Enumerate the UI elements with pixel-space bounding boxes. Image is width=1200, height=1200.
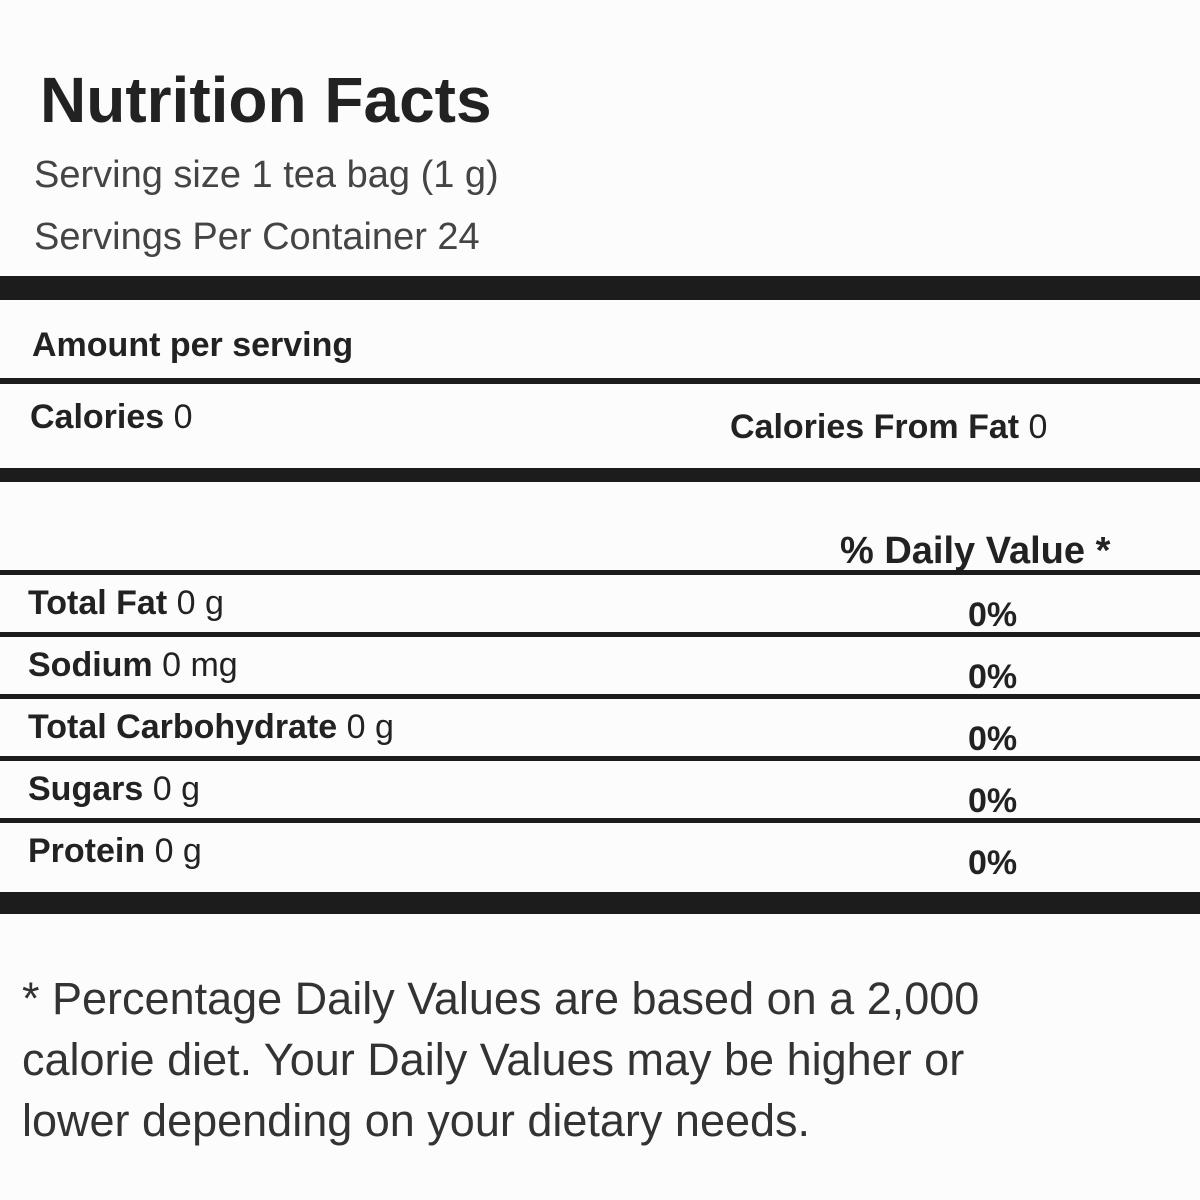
nutrient-name: Sugars [28, 770, 144, 808]
daily-value: 0% [968, 844, 1018, 882]
thick-rule [0, 892, 1200, 914]
calories-amount: 0 [173, 398, 193, 436]
daily-value: 0% [968, 596, 1018, 634]
rule [0, 818, 1200, 823]
nutrient: Sugars 0 g [28, 772, 200, 806]
nutrient: Sodium 0 mg [28, 648, 238, 682]
daily-value-header: % Daily Value * [840, 530, 1111, 572]
nutrient-amount: 0 mg [162, 646, 238, 684]
nutrient-amount: 0 g [154, 832, 202, 870]
serving-size: Serving size 1 tea bag (1 g) [34, 154, 499, 196]
footnote: * Percentage Daily Values are based on a… [22, 973, 980, 1146]
nutrient-name: Sodium [28, 646, 153, 684]
rule [0, 378, 1200, 384]
calories-label: Calories [30, 398, 165, 436]
nutrient-amount: 0 g [176, 584, 224, 622]
nutrient: Total Carbohydrate 0 g [28, 710, 394, 744]
rule [0, 694, 1200, 699]
calories-from-fat: Calories From Fat 0 [730, 410, 1047, 444]
daily-value: 0% [968, 720, 1018, 758]
calories-from-fat-label: Calories From Fat [730, 408, 1020, 446]
daily-value: 0% [968, 782, 1018, 820]
nutrient-amount: 0 g [346, 708, 394, 746]
rule [0, 570, 1200, 575]
rule [0, 632, 1200, 637]
amount-per-serving: Amount per serving [32, 326, 354, 364]
rule [0, 756, 1200, 761]
nutrient-name: Total Carbohydrate [28, 708, 338, 746]
calories: Calories 0 [30, 400, 193, 434]
nutrient-name: Total Fat [28, 584, 168, 622]
servings-per-container: Servings Per Container 24 [34, 216, 480, 258]
title: Nutrition Facts [40, 64, 492, 136]
nutrient-name: Protein [28, 832, 146, 870]
calories-from-fat-amount: 0 [1028, 408, 1048, 446]
daily-value: 0% [968, 658, 1018, 696]
thick-rule [0, 276, 1200, 300]
medium-rule [0, 468, 1200, 482]
nutrient-amount: 0 g [152, 770, 200, 808]
nutrient: Total Fat 0 g [28, 586, 224, 620]
nutrient: Protein 0 g [28, 834, 202, 868]
